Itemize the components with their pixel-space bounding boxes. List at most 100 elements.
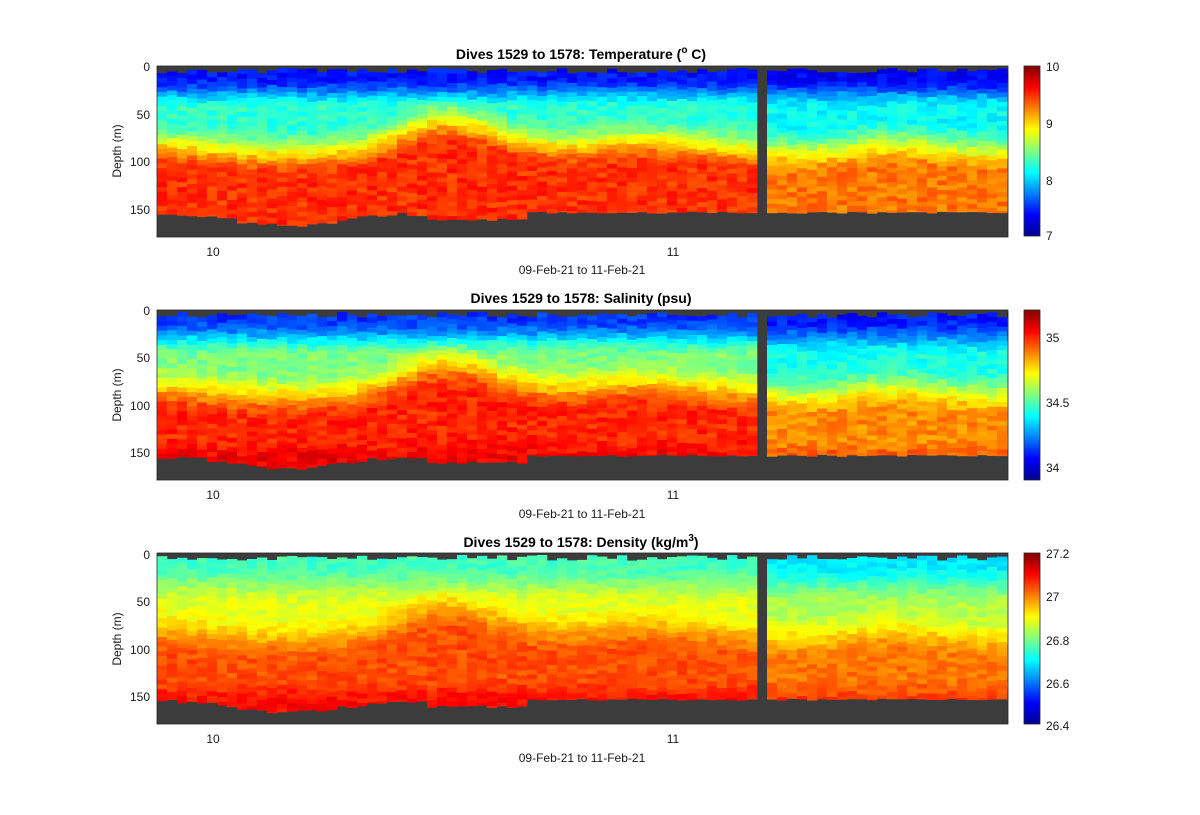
heatmap-cell bbox=[217, 369, 228, 375]
heatmap-cell bbox=[337, 69, 348, 75]
heatmap-cell bbox=[767, 160, 778, 167]
heatmap-cell bbox=[647, 454, 658, 456]
heatmap-cell bbox=[777, 185, 788, 191]
heatmap-cell bbox=[527, 199, 538, 205]
heatmap-cell bbox=[357, 430, 368, 436]
heatmap-cell bbox=[567, 434, 578, 440]
heatmap-cell bbox=[347, 418, 358, 424]
heatmap-cell bbox=[157, 321, 168, 327]
heatmap-cell bbox=[727, 126, 738, 132]
heatmap-cell bbox=[677, 189, 688, 195]
heatmap-cell bbox=[337, 354, 348, 360]
heatmap-cell bbox=[197, 416, 208, 422]
heatmap-cell bbox=[297, 102, 308, 108]
heatmap-cell bbox=[837, 413, 848, 419]
heatmap-cell bbox=[427, 186, 438, 192]
heatmap-cell bbox=[157, 448, 168, 454]
heatmap-cell bbox=[667, 143, 678, 149]
heatmap-cell bbox=[297, 466, 308, 470]
heatmap-cell bbox=[497, 107, 508, 113]
heatmap-cell bbox=[157, 359, 168, 365]
heatmap-cell bbox=[557, 340, 568, 346]
heatmap-cell bbox=[357, 407, 368, 413]
heatmap-cell bbox=[777, 208, 788, 213]
heatmap-cell bbox=[967, 151, 978, 157]
heatmap-cell bbox=[667, 352, 678, 358]
heatmap-cell bbox=[297, 130, 308, 137]
heatmap-cell bbox=[607, 418, 618, 424]
heatmap-cell bbox=[257, 134, 268, 141]
heatmap-cell bbox=[957, 168, 968, 174]
heatmap-cell bbox=[257, 348, 268, 354]
heatmap-cell bbox=[317, 119, 328, 125]
heatmap-cell bbox=[317, 392, 328, 398]
heatmap-cell bbox=[647, 77, 658, 83]
heatmap-cell bbox=[377, 105, 388, 111]
heatmap-cell bbox=[797, 450, 808, 456]
heatmap-cell bbox=[737, 67, 748, 74]
heatmap-cell bbox=[247, 441, 258, 447]
heatmap-cell bbox=[737, 120, 748, 126]
heatmap-cell bbox=[737, 172, 748, 178]
heatmap-cell bbox=[697, 116, 708, 122]
heatmap-cell bbox=[217, 143, 228, 149]
heatmap-cell bbox=[917, 163, 928, 170]
heatmap-cell bbox=[337, 88, 348, 94]
heatmap-cell bbox=[457, 116, 468, 122]
heatmap-cell bbox=[447, 102, 458, 108]
heatmap-cell bbox=[267, 208, 278, 214]
heatmap-cell bbox=[637, 200, 648, 206]
heatmap-cell bbox=[877, 154, 888, 160]
heatmap-cell bbox=[527, 321, 538, 327]
heatmap-cell bbox=[337, 126, 348, 132]
heatmap-cell bbox=[407, 414, 418, 420]
heatmap-cell bbox=[737, 317, 748, 323]
heatmap-cell bbox=[667, 357, 678, 363]
heatmap-cell bbox=[907, 181, 918, 187]
heatmap-cell bbox=[517, 325, 528, 331]
heatmap-cell bbox=[267, 165, 278, 171]
heatmap-cell bbox=[427, 158, 438, 164]
heatmap-cell bbox=[847, 149, 858, 155]
heatmap-cell bbox=[557, 82, 568, 88]
heatmap-cell bbox=[297, 339, 308, 345]
heatmap-cell bbox=[587, 129, 598, 135]
heatmap-cell bbox=[247, 202, 258, 208]
heatmap-cell bbox=[467, 218, 478, 221]
heatmap-cell bbox=[217, 403, 228, 409]
heatmap-cell bbox=[197, 369, 208, 375]
heatmap-cell bbox=[267, 443, 278, 449]
heatmap-cell bbox=[247, 374, 258, 380]
heatmap-cell bbox=[687, 405, 698, 411]
heatmap-cell bbox=[427, 134, 438, 140]
heatmap-cell bbox=[797, 149, 808, 155]
heatmap-cell bbox=[437, 92, 448, 98]
heatmap-cell bbox=[907, 157, 918, 163]
heatmap-cell bbox=[307, 318, 318, 324]
heatmap-cell bbox=[657, 89, 668, 95]
heatmap-cell bbox=[997, 192, 1008, 198]
heatmap-cell bbox=[267, 315, 278, 321]
heatmap-cell bbox=[607, 140, 618, 146]
heatmap-cell bbox=[187, 326, 198, 332]
heatmap-cell bbox=[477, 434, 488, 440]
heatmap-cell bbox=[697, 197, 708, 203]
heatmap-cell bbox=[977, 202, 988, 208]
heatmap-cell bbox=[257, 101, 268, 107]
heatmap-cell bbox=[547, 361, 558, 367]
heatmap-cell bbox=[257, 319, 268, 325]
heatmap-cell bbox=[647, 82, 658, 88]
heatmap-cell bbox=[327, 415, 338, 421]
heatmap-cell bbox=[887, 371, 898, 377]
heatmap-cell bbox=[977, 183, 988, 189]
heatmap-cell bbox=[507, 214, 518, 220]
heatmap-cell bbox=[847, 92, 858, 98]
heatmap-cell bbox=[257, 452, 268, 458]
heatmap-cell bbox=[787, 68, 798, 74]
heatmap-cell bbox=[277, 96, 288, 102]
heatmap-cell bbox=[527, 175, 538, 181]
heatmap-cell bbox=[917, 382, 928, 388]
heatmap-cell bbox=[557, 172, 568, 179]
heatmap-cell bbox=[267, 80, 278, 86]
heatmap-cell bbox=[597, 450, 608, 456]
